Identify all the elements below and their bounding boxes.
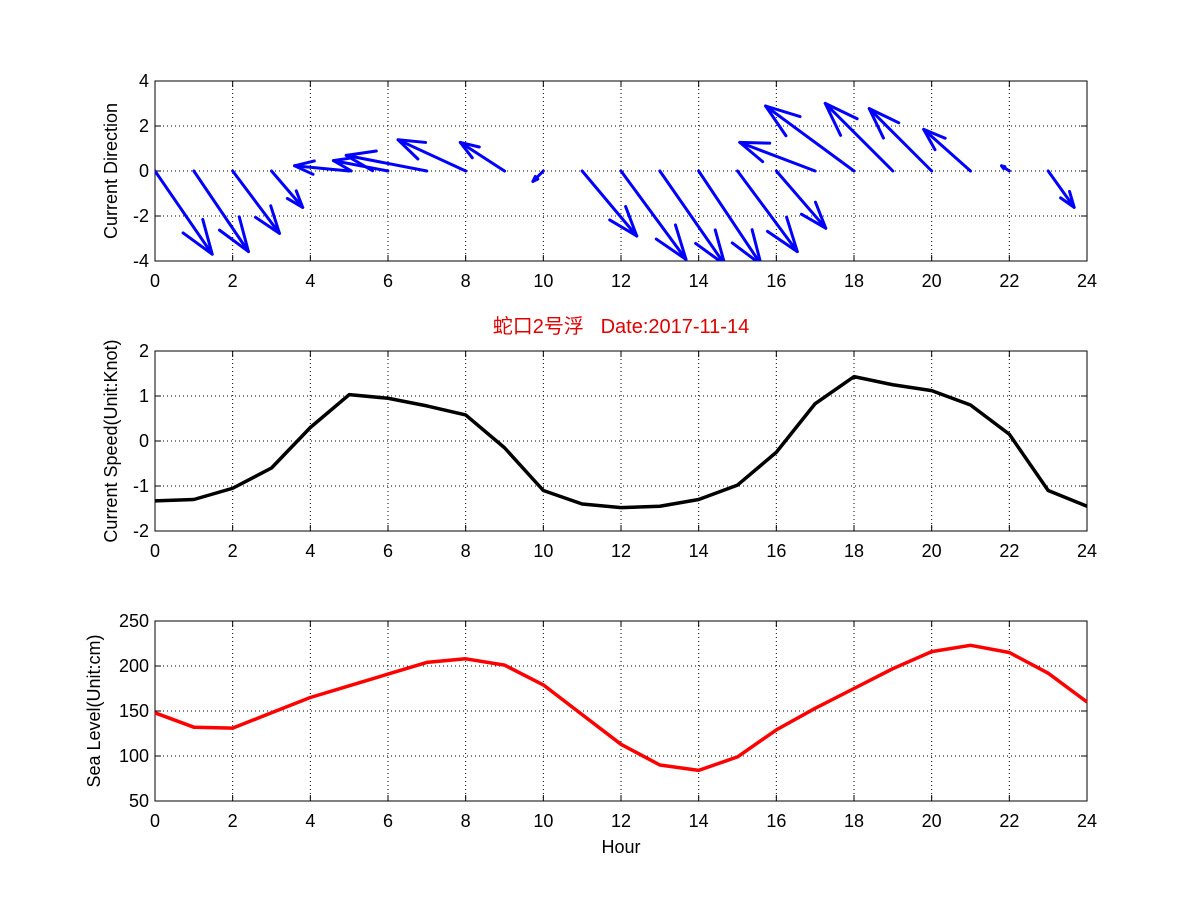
x-tick-label: 4 (305, 541, 315, 561)
y-tick-label: -2 (133, 521, 149, 541)
y-tick-label: -1 (133, 476, 149, 496)
y-axis-label: Current Speed(Unit:Knot) (101, 339, 121, 542)
y-tick-label: 250 (119, 611, 149, 631)
x-tick-label: 18 (844, 541, 864, 561)
x-tick-label: 8 (461, 541, 471, 561)
x-tick-label: 20 (922, 271, 942, 291)
vector-arrow (231, 169, 281, 235)
y-tick-label: 0 (139, 161, 149, 181)
x-tick-label: 2 (228, 271, 238, 291)
series-line (154, 374, 1088, 510)
x-tick-label: 14 (689, 541, 709, 561)
y-tick-label: 100 (119, 746, 149, 766)
x-tick-label: 12 (611, 271, 631, 291)
vector-arrow (697, 169, 762, 261)
x-tick-label: 14 (689, 271, 709, 291)
x-tick-label: 22 (999, 271, 1019, 291)
x-tick-label: 12 (611, 541, 631, 561)
vector-arrow (823, 101, 895, 173)
y-axis-label: Current Direction (101, 103, 121, 239)
vector-arrow (1000, 164, 1011, 173)
x-tick-label: 16 (766, 271, 786, 291)
vector-arrow (331, 156, 390, 173)
vector-arrow (155, 169, 214, 256)
x-tick-label: 20 (922, 541, 942, 561)
x-axis-label: Hour (601, 837, 640, 857)
x-tick-label: 0 (150, 271, 160, 291)
y-tick-label: 2 (139, 341, 149, 361)
x-tick-label: 10 (533, 271, 553, 291)
y-tick-label: -4 (133, 251, 149, 271)
x-tick-label: 16 (766, 541, 786, 561)
x-tick-label: 6 (383, 541, 393, 561)
x-tick-label: 16 (766, 811, 786, 831)
y-tick-label: 1 (139, 386, 149, 406)
x-tick-label: 8 (461, 811, 471, 831)
vector-arrow (736, 169, 799, 254)
x-tick-label: 12 (611, 811, 631, 831)
x-tick-label: 24 (1077, 271, 1097, 291)
vector-arrow (293, 159, 351, 176)
x-tick-label: 18 (844, 811, 864, 831)
vector-field (155, 101, 1076, 261)
x-tick-label: 14 (689, 811, 709, 831)
y-tick-label: -2 (133, 206, 149, 226)
vector-arrow (867, 107, 934, 173)
x-tick-label: 24 (1077, 541, 1097, 561)
vector-arrow (738, 140, 817, 173)
vector-arrow (580, 169, 639, 238)
x-tick-label: 2 (228, 811, 238, 831)
vector-arrow (396, 138, 468, 173)
y-tick-label: 200 (119, 656, 149, 676)
x-tick-label: 4 (305, 271, 315, 291)
x-tick-label: 24 (1077, 811, 1097, 831)
y-tick-label: 150 (119, 701, 149, 721)
x-tick-label: 10 (533, 811, 553, 831)
vector-arrow (458, 140, 506, 173)
x-tick-label: 20 (922, 811, 942, 831)
y-tick-label: 4 (139, 71, 149, 91)
vector-arrow (270, 169, 305, 209)
y-tick-label: 2 (139, 116, 149, 136)
x-tick-label: 22 (999, 541, 1019, 561)
chart-title: 蛇口2号浮 Date:2017-11-14 (493, 315, 749, 338)
x-tick-label: 10 (533, 541, 553, 561)
y-axis-label: Sea Level(Unit:cm) (84, 634, 104, 787)
vector-arrow (619, 169, 688, 261)
y-tick-label: 50 (129, 791, 149, 811)
x-tick-label: 4 (305, 811, 315, 831)
vector-arrow (344, 149, 429, 173)
vector-arrow (922, 127, 972, 173)
vector-arrow (764, 104, 856, 173)
x-tick-label: 22 (999, 811, 1019, 831)
x-tick-label: 8 (461, 271, 471, 291)
x-tick-label: 0 (150, 541, 160, 561)
vector-arrow (192, 169, 250, 254)
vector-arrow (531, 169, 545, 183)
vector-arrow (658, 169, 726, 261)
x-tick-label: 6 (383, 271, 393, 291)
x-tick-label: 18 (844, 271, 864, 291)
x-tick-label: 2 (228, 541, 238, 561)
x-tick-label: 6 (383, 811, 393, 831)
series-line (154, 643, 1089, 773)
x-tick-label: 0 (150, 811, 160, 831)
y-tick-label: 0 (139, 431, 149, 451)
vector-arrow (1046, 169, 1076, 209)
vector-arrow (774, 169, 828, 230)
